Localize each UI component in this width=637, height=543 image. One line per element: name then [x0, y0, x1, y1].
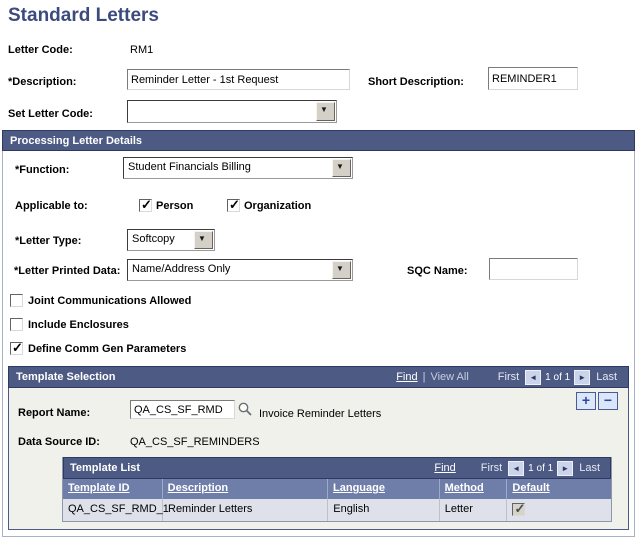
include-enclosures-label: Include Enclosures: [28, 319, 129, 331]
template-selection-groupbox: Template Selection Find | View All First…: [8, 366, 629, 530]
table-row: QA_CS_SF_RMD_1 Reminder Letters English …: [63, 499, 611, 521]
first-link[interactable]: First: [497, 371, 520, 383]
chevron-down-icon[interactable]: [332, 159, 351, 177]
template-selection-header: Template Selection Find | View All First…: [8, 366, 629, 388]
template-list-column-headers: Template ID Description Language Method …: [63, 479, 611, 499]
letter-type-label: *Letter Type:: [15, 235, 82, 247]
letter-printed-data-value: Name/Address Only: [132, 263, 231, 275]
template-selection-title: Template Selection: [16, 371, 116, 383]
chevron-right-icon[interactable]: ►: [574, 369, 591, 385]
report-name-input[interactable]: [130, 400, 235, 419]
short-description-input[interactable]: [488, 67, 578, 90]
set-letter-code-dropdown[interactable]: [127, 100, 337, 123]
page-title: Standard Letters: [8, 5, 159, 26]
chevron-down-icon[interactable]: [332, 261, 351, 279]
data-source-id-value: QA_CS_SF_REMINDERS: [130, 436, 260, 448]
find-link[interactable]: Find: [434, 462, 456, 474]
chevron-down-icon[interactable]: [194, 231, 213, 249]
data-source-id-label: Data Source ID:: [18, 436, 100, 448]
sqc-name-input[interactable]: [489, 258, 578, 280]
description-label: *Description:: [8, 76, 77, 88]
applicable-to-label: Applicable to:: [15, 200, 88, 212]
template-list-header: Template List Find First ◄ 1 of 1 ► Last: [63, 457, 611, 479]
cell-template-id: QA_CS_SF_RMD_1: [63, 499, 169, 521]
function-value: Student Financials Billing: [128, 161, 251, 173]
last-link[interactable]: Last: [596, 371, 617, 383]
processing-details-header: Processing Letter Details: [2, 130, 635, 151]
letter-printed-data-dropdown[interactable]: Name/Address Only: [127, 259, 353, 281]
chevron-left-icon[interactable]: ◄: [508, 460, 525, 476]
report-name-label: Report Name:: [18, 407, 91, 419]
set-letter-code-label: Set Letter Code:: [8, 108, 93, 120]
add-row-button[interactable]: +: [576, 392, 596, 410]
view-all-link[interactable]: View All: [430, 371, 469, 383]
row-position: 1 of 1: [545, 371, 571, 383]
column-method[interactable]: Method: [440, 479, 508, 499]
letter-code-label: Letter Code:: [8, 44, 73, 56]
organization-checkbox-label: Organization: [244, 200, 312, 212]
chevron-right-icon[interactable]: ►: [557, 460, 574, 476]
cell-method: Letter: [440, 499, 508, 521]
function-label: *Function:: [15, 164, 70, 176]
template-list-title: Template List: [70, 462, 141, 474]
find-link[interactable]: Find: [396, 371, 418, 383]
column-template-id[interactable]: Template ID: [63, 479, 163, 499]
letter-type-dropdown[interactable]: Softcopy: [127, 229, 215, 251]
chevron-left-icon[interactable]: ◄: [525, 369, 542, 385]
template-list-table: Template List Find First ◄ 1 of 1 ► Last…: [62, 457, 612, 522]
organization-checkbox[interactable]: [227, 197, 240, 213]
magnifier-icon[interactable]: [237, 401, 253, 417]
remove-row-button[interactable]: −: [598, 392, 618, 410]
letter-code-value: RM1: [130, 44, 154, 56]
first-link[interactable]: First: [480, 462, 503, 474]
column-language[interactable]: Language: [328, 479, 440, 499]
cell-description: Reminder Letters: [163, 499, 329, 521]
person-checkbox[interactable]: [139, 197, 152, 213]
default-checkbox: [512, 501, 526, 517]
sqc-name-label: SQC Name:: [407, 265, 468, 277]
column-default[interactable]: Default: [512, 482, 550, 494]
chevron-down-icon[interactable]: [316, 102, 335, 121]
row-position: 1 of 1: [528, 462, 554, 474]
processing-details-title: Processing Letter Details: [10, 134, 143, 147]
letter-type-value: Softcopy: [132, 233, 175, 245]
letter-printed-data-label: *Letter Printed Data:: [14, 265, 121, 277]
joint-communications-checkbox[interactable]: [10, 294, 23, 307]
joint-communications-label: Joint Communications Allowed: [28, 295, 192, 307]
template-selection-nav: Find | View All First ◄ 1 of 1 ► Last: [396, 369, 617, 385]
short-description-label: Short Description:: [368, 76, 464, 88]
function-dropdown[interactable]: Student Financials Billing: [123, 157, 353, 179]
define-comm-gen-checkbox[interactable]: [10, 340, 23, 356]
description-input[interactable]: [127, 69, 350, 90]
cell-language: English: [328, 499, 440, 521]
column-description[interactable]: Description: [163, 479, 329, 499]
template-list-nav: Find First ◄ 1 of 1 ► Last: [431, 460, 604, 476]
last-link[interactable]: Last: [579, 462, 600, 474]
person-checkbox-label: Person: [156, 200, 194, 212]
define-comm-gen-label: Define Comm Gen Parameters: [28, 343, 187, 355]
report-name-description: Invoice Reminder Letters: [259, 408, 382, 420]
cell-default: [507, 499, 611, 521]
include-enclosures-checkbox[interactable]: [10, 318, 23, 331]
